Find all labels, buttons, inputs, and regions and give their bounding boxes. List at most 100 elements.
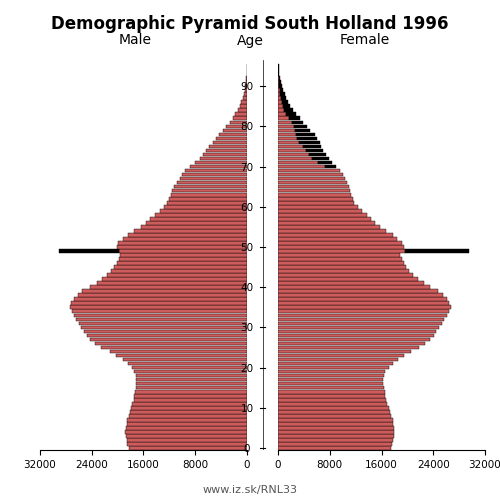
Bar (278, 362, 392, 366)
Bar (128, 442, 247, 446)
Bar (278, 378, 384, 382)
Text: Demographic Pyramid South Holland 1996: Demographic Pyramid South Holland 1996 (52, 15, 449, 33)
Bar (278, 410, 390, 414)
Bar (238, 108, 247, 112)
Bar (283, 104, 290, 108)
Bar (131, 406, 247, 409)
Bar (146, 221, 247, 224)
Bar (116, 354, 247, 358)
Bar (102, 346, 247, 350)
Bar (278, 394, 386, 398)
Bar (278, 108, 284, 112)
Bar (312, 156, 329, 160)
Bar (278, 253, 400, 257)
Bar (119, 257, 247, 261)
Text: Female: Female (340, 34, 390, 48)
Bar (296, 128, 310, 132)
Bar (71, 302, 247, 305)
Bar (292, 120, 303, 124)
Bar (278, 201, 354, 204)
Bar (128, 233, 247, 236)
Bar (160, 209, 247, 212)
Bar (246, 84, 247, 88)
Bar (278, 382, 384, 386)
Bar (278, 124, 293, 128)
Bar (278, 418, 392, 422)
Bar (278, 354, 404, 358)
Bar (119, 249, 247, 253)
Bar (136, 382, 247, 386)
Bar (278, 314, 447, 317)
Bar (278, 164, 324, 168)
Bar (82, 326, 247, 329)
Bar (278, 350, 410, 354)
Bar (278, 249, 406, 253)
Bar (278, 310, 449, 313)
Bar (72, 310, 247, 313)
Bar (126, 430, 247, 434)
Bar (306, 148, 324, 152)
Bar (84, 330, 247, 333)
Bar (141, 225, 247, 228)
Bar (246, 80, 247, 84)
Bar (278, 270, 409, 273)
Bar (278, 442, 392, 446)
Bar (90, 286, 247, 289)
Bar (278, 80, 279, 84)
Bar (240, 104, 247, 108)
Bar (117, 261, 247, 265)
Bar (97, 282, 247, 285)
Bar (168, 197, 247, 200)
Bar (278, 100, 282, 104)
Bar (114, 266, 247, 269)
Text: Male: Male (118, 34, 152, 48)
Bar (79, 322, 247, 325)
Bar (278, 294, 443, 297)
Bar (232, 116, 247, 120)
Bar (278, 290, 438, 293)
Bar (278, 398, 386, 402)
Bar (278, 390, 384, 394)
Bar (120, 253, 247, 257)
Bar (278, 156, 312, 160)
Bar (278, 193, 351, 196)
Bar (280, 88, 283, 92)
Bar (168, 201, 247, 204)
Bar (128, 362, 247, 366)
Bar (278, 233, 392, 236)
Bar (134, 229, 247, 232)
Bar (278, 326, 439, 329)
Bar (278, 112, 286, 116)
Bar (278, 426, 394, 430)
Bar (223, 128, 247, 132)
Bar (278, 185, 348, 188)
Bar (132, 366, 247, 370)
Bar (278, 245, 404, 249)
Bar (124, 237, 247, 240)
Bar (278, 330, 436, 333)
Bar (195, 160, 247, 164)
Bar (150, 217, 247, 220)
Bar (278, 160, 318, 164)
Bar (278, 358, 398, 362)
Bar (278, 266, 406, 269)
Bar (95, 342, 247, 345)
Bar (278, 261, 404, 265)
Bar (278, 88, 280, 92)
Bar (278, 386, 384, 390)
Bar (170, 193, 247, 196)
Bar (289, 116, 300, 120)
Bar (278, 148, 306, 152)
Bar (278, 189, 350, 192)
Bar (244, 88, 247, 92)
Bar (278, 374, 384, 378)
Bar (177, 181, 247, 184)
Bar (278, 128, 295, 132)
Bar (185, 169, 247, 172)
Bar (126, 422, 247, 426)
Bar (278, 402, 388, 406)
Text: Age: Age (236, 34, 264, 48)
Bar (126, 426, 247, 430)
Bar (278, 278, 418, 281)
Bar (278, 237, 397, 240)
